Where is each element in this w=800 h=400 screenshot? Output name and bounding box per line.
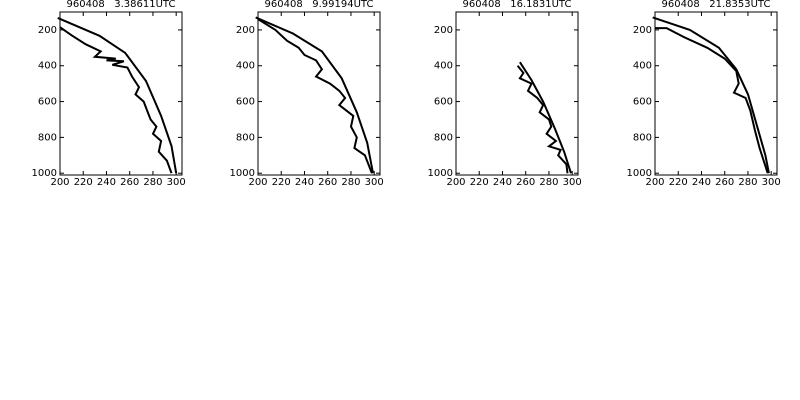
profile-line (652, 16, 770, 174)
profile-line (257, 18, 373, 174)
y-tick-label: 600 (434, 97, 453, 108)
x-tick-label: 260 (120, 177, 139, 188)
y-tick-label: 800 (38, 132, 57, 143)
y-tick-label: 400 (236, 61, 255, 72)
profile-line (59, 26, 173, 174)
x-tick-label: 280 (738, 177, 757, 188)
x-tick-label: 240 (295, 177, 314, 188)
y-tick-label: 800 (633, 132, 652, 143)
plot-frame (257, 11, 381, 176)
x-tick-label: 200 (50, 177, 69, 188)
x-tick-label: 260 (516, 177, 535, 188)
x-tick-label: 280 (341, 177, 360, 188)
y-tick-label: 800 (434, 132, 453, 143)
x-tick-label: 260 (318, 177, 337, 188)
y-tick-label: 800 (236, 132, 255, 143)
y-tick-label: 600 (236, 97, 255, 108)
x-tick-label: 220 (272, 177, 291, 188)
plot-frame (654, 11, 778, 176)
y-tick-label: 200 (38, 25, 57, 36)
plot-frame (455, 11, 579, 176)
chart-title: 960408 9.99194UTC (265, 0, 374, 10)
x-tick-label: 300 (762, 177, 781, 188)
y-tick-label: 400 (633, 61, 652, 72)
profile-line (255, 16, 374, 174)
chart-title: 960408 3.38611UTC (67, 0, 176, 10)
profile-line (57, 16, 178, 174)
x-tick-label: 240 (493, 177, 512, 188)
x-tick-label: 220 (74, 177, 93, 188)
y-tick-label: 1000 (627, 168, 652, 179)
y-tick-label: 400 (38, 61, 57, 72)
x-tick-label: 260 (715, 177, 734, 188)
y-tick-label: 1000 (428, 168, 453, 179)
x-tick-label: 200 (248, 177, 267, 188)
x-tick-label: 220 (669, 177, 688, 188)
x-tick-label: 280 (539, 177, 558, 188)
y-tick-label: 1000 (230, 168, 255, 179)
y-tick-label: 600 (38, 97, 57, 108)
y-tick-label: 200 (434, 25, 453, 36)
x-tick-label: 300 (167, 177, 186, 188)
x-tick-label: 240 (97, 177, 116, 188)
x-tick-label: 200 (446, 177, 465, 188)
profile-line (655, 27, 769, 174)
x-tick-label: 220 (470, 177, 489, 188)
x-tick-label: 280 (143, 177, 162, 188)
y-tick-label: 200 (633, 25, 652, 36)
profile-line (516, 65, 569, 174)
chart-title: 960408 21.8353UTC (662, 0, 771, 10)
x-tick-label: 300 (563, 177, 582, 188)
y-tick-label: 600 (633, 97, 652, 108)
x-tick-label: 200 (645, 177, 664, 188)
profile-line (519, 61, 572, 174)
y-tick-label: 400 (434, 61, 453, 72)
y-tick-label: 1000 (32, 168, 57, 179)
chart-title: 960408 16.1831UTC (463, 0, 572, 10)
y-tick-label: 200 (236, 25, 255, 36)
x-tick-label: 240 (692, 177, 711, 188)
plot-frame (59, 11, 183, 176)
x-tick-label: 300 (365, 177, 384, 188)
